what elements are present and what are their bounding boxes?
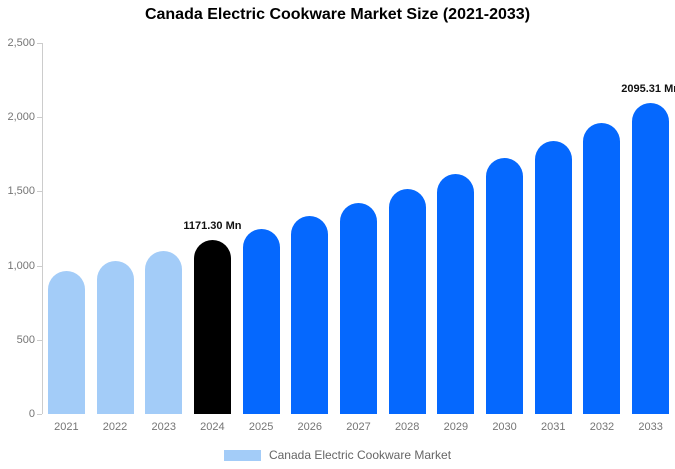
x-axis-label-2022: 2022 xyxy=(102,421,128,433)
x-axis-label-2029: 2029 xyxy=(443,421,469,433)
x-axis-label-2027: 2027 xyxy=(346,421,371,433)
bar-2031[interactable] xyxy=(534,140,572,414)
x-axis-label-2025: 2025 xyxy=(248,421,274,433)
y-tick-label-2,000: 2,000 xyxy=(7,111,35,124)
plot-area: 2021 2022 2023 2024 1171.30 Mn 2025 2026 2027 20… xyxy=(42,43,675,433)
bar-2027[interactable] xyxy=(340,203,377,414)
x-axis-label-2030: 2030 xyxy=(492,421,517,433)
x-axis-label-2032: 2032 xyxy=(589,421,615,433)
y-axis-line xyxy=(42,43,43,414)
x-axis-label-2024: 2024 xyxy=(200,421,225,433)
bar-2025[interactable] xyxy=(242,228,280,414)
chart-title: Canada Electric Cookware Market Size (20… xyxy=(144,6,531,23)
y-tick-label-500: 500 xyxy=(16,333,35,346)
bar-2026[interactable] xyxy=(291,216,329,414)
legend-swatch xyxy=(223,449,261,461)
y-tick-mark xyxy=(37,43,42,44)
bar-2030[interactable] xyxy=(486,158,524,414)
x-axis-label-2031: 2031 xyxy=(541,421,566,433)
bar-2028[interactable] xyxy=(388,189,426,414)
x-axis-label-2026: 2026 xyxy=(297,421,323,433)
y-tick-mark xyxy=(37,117,42,119)
y-tick-mark xyxy=(37,265,42,267)
bar-2024[interactable] xyxy=(193,240,231,414)
y-tick-mark xyxy=(37,339,42,341)
value-label-2033: 2095.31 Mn xyxy=(621,83,675,96)
x-axis-label-2028: 2028 xyxy=(394,421,420,433)
bar-2033[interactable] xyxy=(632,103,670,414)
x-axis-label-2021: 2021 xyxy=(54,421,79,433)
y-tick-mark xyxy=(37,414,42,415)
y-tick-label-1,500: 1,500 xyxy=(7,185,35,198)
x-axis-label-2033: 2033 xyxy=(638,421,663,433)
y-tick-mark xyxy=(37,191,42,193)
y-tick-label-0: 0 xyxy=(28,408,35,420)
bar-2029[interactable] xyxy=(437,174,475,414)
bar-2022[interactable] xyxy=(96,261,134,414)
value-label-2024: 1171.30 Mn xyxy=(183,220,242,233)
x-axis-label-2023: 2023 xyxy=(151,421,176,433)
bar-2021[interactable] xyxy=(47,271,85,414)
legend[interactable]: Canada Electric Cookware Market xyxy=(0,448,675,462)
y-tick-label-2,500: 2,500 xyxy=(7,37,35,49)
bar-2032[interactable] xyxy=(583,122,621,414)
bar-2023[interactable] xyxy=(145,251,183,414)
legend-label: Canada Electric Cookware Market xyxy=(268,448,452,462)
y-tick-label-1,000: 1,000 xyxy=(7,259,35,272)
